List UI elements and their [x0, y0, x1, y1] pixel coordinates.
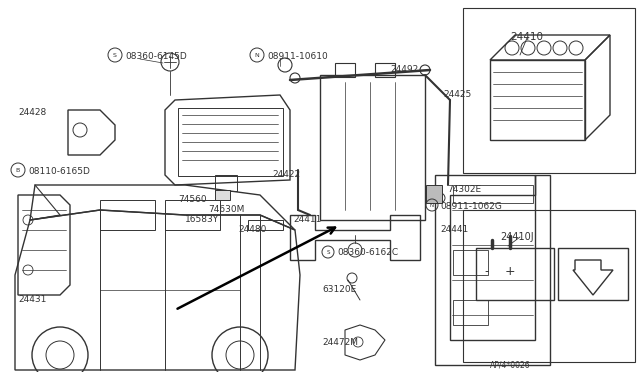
Text: 16583Y: 16583Y — [185, 215, 219, 224]
Bar — [100, 200, 155, 230]
Bar — [215, 175, 237, 191]
Text: 24472M: 24472M — [322, 338, 358, 347]
Text: 63120E: 63120E — [322, 285, 356, 294]
Bar — [320, 75, 425, 220]
Text: 24441: 24441 — [440, 225, 468, 234]
Text: 08911-1062G: 08911-1062G — [440, 202, 502, 211]
Bar — [453, 300, 488, 325]
Text: S: S — [113, 53, 117, 58]
Bar — [248, 220, 283, 230]
Text: 74560: 74560 — [178, 195, 207, 204]
Bar — [463, 210, 635, 362]
Text: 24422: 24422 — [272, 170, 300, 179]
Text: 08110-6165D: 08110-6165D — [28, 167, 90, 176]
Text: 08360-6145D: 08360-6145D — [125, 52, 187, 61]
Text: 24425: 24425 — [443, 90, 471, 99]
Text: S: S — [326, 250, 330, 255]
Bar — [375, 63, 395, 77]
Bar — [215, 190, 230, 200]
Text: -: - — [484, 265, 489, 278]
Text: 24428: 24428 — [18, 108, 46, 117]
Text: 24411: 24411 — [293, 215, 321, 224]
Text: N: N — [255, 53, 259, 58]
Bar — [165, 200, 220, 230]
Text: 24431: 24431 — [18, 295, 46, 304]
Text: 74630M: 74630M — [208, 205, 244, 214]
Bar — [453, 250, 488, 275]
Text: B: B — [16, 168, 20, 173]
Text: +: + — [505, 265, 515, 278]
Bar — [453, 185, 533, 203]
Bar — [463, 8, 635, 173]
Text: 24480: 24480 — [238, 225, 266, 234]
Bar — [476, 248, 554, 300]
Text: 24410J: 24410J — [500, 232, 534, 242]
Text: 08360-6162C: 08360-6162C — [337, 248, 398, 257]
Bar — [178, 108, 283, 176]
Bar — [558, 248, 628, 300]
Text: 24492: 24492 — [390, 65, 419, 74]
Bar — [335, 63, 355, 77]
Text: 74302E: 74302E — [447, 185, 481, 194]
Bar — [426, 185, 442, 203]
Text: 08911-10610: 08911-10610 — [267, 52, 328, 61]
Bar — [490, 60, 585, 140]
Text: AP/4*0026: AP/4*0026 — [490, 360, 531, 369]
Text: 24410: 24410 — [510, 32, 543, 42]
Text: N: N — [430, 203, 434, 208]
